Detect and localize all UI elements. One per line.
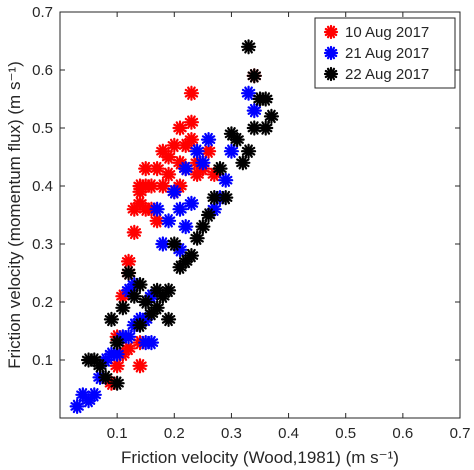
data-point — [223, 143, 240, 159]
legend-marker — [323, 45, 339, 61]
data-point — [115, 300, 131, 316]
x-tick-label: 0.1 — [107, 425, 128, 442]
legend-entry-label: 10 Aug 2017 — [345, 24, 429, 41]
x-tick-label: 0.5 — [335, 425, 356, 442]
data-point — [183, 114, 200, 130]
data-point — [86, 387, 102, 403]
data-point — [126, 224, 142, 240]
x-axis-label: Friction velocity (Wood,1981) (m s⁻¹) — [121, 448, 399, 467]
data-point — [240, 85, 257, 101]
x-axis-ticks: 0.1 0.2 0.3 0.4 0.5 0.6 0.7 — [107, 12, 471, 442]
data-point — [200, 132, 217, 148]
x-tick-label: 0.4 — [278, 425, 299, 442]
legend: 10 Aug 2017 21 Aug 2017 22 Aug 2017 — [314, 17, 456, 89]
data-point — [258, 91, 274, 107]
data-point — [109, 346, 125, 362]
data-point — [246, 102, 262, 119]
data-point — [246, 68, 262, 84]
data-point — [160, 282, 177, 298]
y-axis-ticks: 0.1 0.2 0.3 0.4 0.5 0.6 0.7 — [32, 4, 460, 369]
data-point — [132, 317, 148, 333]
data-point — [138, 294, 154, 310]
y-tick-label: 0.7 — [32, 4, 53, 21]
data-point — [132, 277, 148, 293]
data-point — [149, 161, 165, 177]
data-point — [160, 166, 177, 182]
x-tick-label: 0.6 — [392, 425, 413, 442]
data-point — [172, 242, 188, 258]
data-point — [218, 172, 234, 188]
data-point — [120, 340, 137, 356]
data-marks — [69, 39, 280, 414]
data-point — [183, 195, 200, 211]
data-point — [155, 143, 171, 159]
data-point — [149, 213, 165, 229]
data-point — [195, 155, 211, 171]
data-point — [103, 311, 120, 327]
axes-box — [59, 11, 461, 419]
data-point — [98, 369, 114, 385]
data-point — [132, 358, 148, 374]
y-axis-label: Friction velocity (momentum flux) (m s⁻¹… — [5, 61, 24, 368]
legend-marker — [323, 24, 339, 40]
data-point — [149, 300, 165, 316]
data-point — [195, 219, 211, 235]
data-point — [172, 120, 188, 136]
data-point — [178, 219, 194, 235]
data-point — [126, 288, 142, 304]
data-point — [183, 85, 200, 101]
data-point — [212, 161, 228, 177]
data-point — [178, 161, 194, 177]
y-tick-label: 0.1 — [32, 352, 53, 369]
legend-box — [314, 17, 456, 89]
data-point — [155, 178, 171, 194]
legend-marker — [323, 66, 339, 82]
data-point — [120, 329, 137, 345]
series-3 — [80, 39, 280, 391]
data-point — [258, 120, 274, 136]
data-point — [172, 201, 188, 217]
data-point — [160, 149, 177, 165]
data-point — [160, 213, 177, 229]
data-point — [69, 398, 85, 414]
data-point — [235, 155, 251, 171]
data-point — [86, 352, 102, 368]
y-tick-label: 0.2 — [32, 294, 53, 311]
x-tick-label: 0.7 — [450, 425, 471, 442]
y-tick-label: 0.4 — [32, 178, 53, 195]
data-point — [138, 161, 154, 177]
x-tick-label: 0.3 — [221, 425, 242, 442]
data-point — [246, 120, 262, 136]
data-point — [109, 375, 125, 391]
data-point — [143, 335, 160, 351]
data-point — [166, 137, 182, 153]
data-point — [149, 201, 165, 217]
data-point — [218, 190, 234, 206]
data-point — [92, 358, 108, 374]
data-point — [166, 236, 182, 252]
legend-entry-label: 22 Aug 2017 — [345, 66, 429, 83]
data-point — [240, 39, 257, 55]
data-point — [200, 143, 217, 159]
data-point — [189, 230, 205, 246]
data-point — [189, 143, 205, 159]
y-tick-label: 0.3 — [32, 236, 53, 253]
data-point — [120, 265, 137, 281]
data-point — [160, 311, 177, 327]
x-tick-label: 0.2 — [164, 425, 185, 442]
data-point — [149, 282, 165, 298]
data-point — [206, 190, 222, 206]
data-point — [229, 132, 245, 148]
y-tick-label: 0.6 — [32, 62, 53, 79]
data-point — [109, 335, 125, 351]
legend-entry-label: 21 Aug 2017 — [345, 45, 429, 62]
y-tick-label: 0.5 — [32, 120, 53, 137]
data-point — [240, 143, 257, 159]
data-point — [200, 207, 217, 223]
data-point — [166, 184, 182, 200]
data-point — [183, 248, 200, 264]
data-point — [183, 132, 200, 148]
data-point — [263, 108, 280, 125]
